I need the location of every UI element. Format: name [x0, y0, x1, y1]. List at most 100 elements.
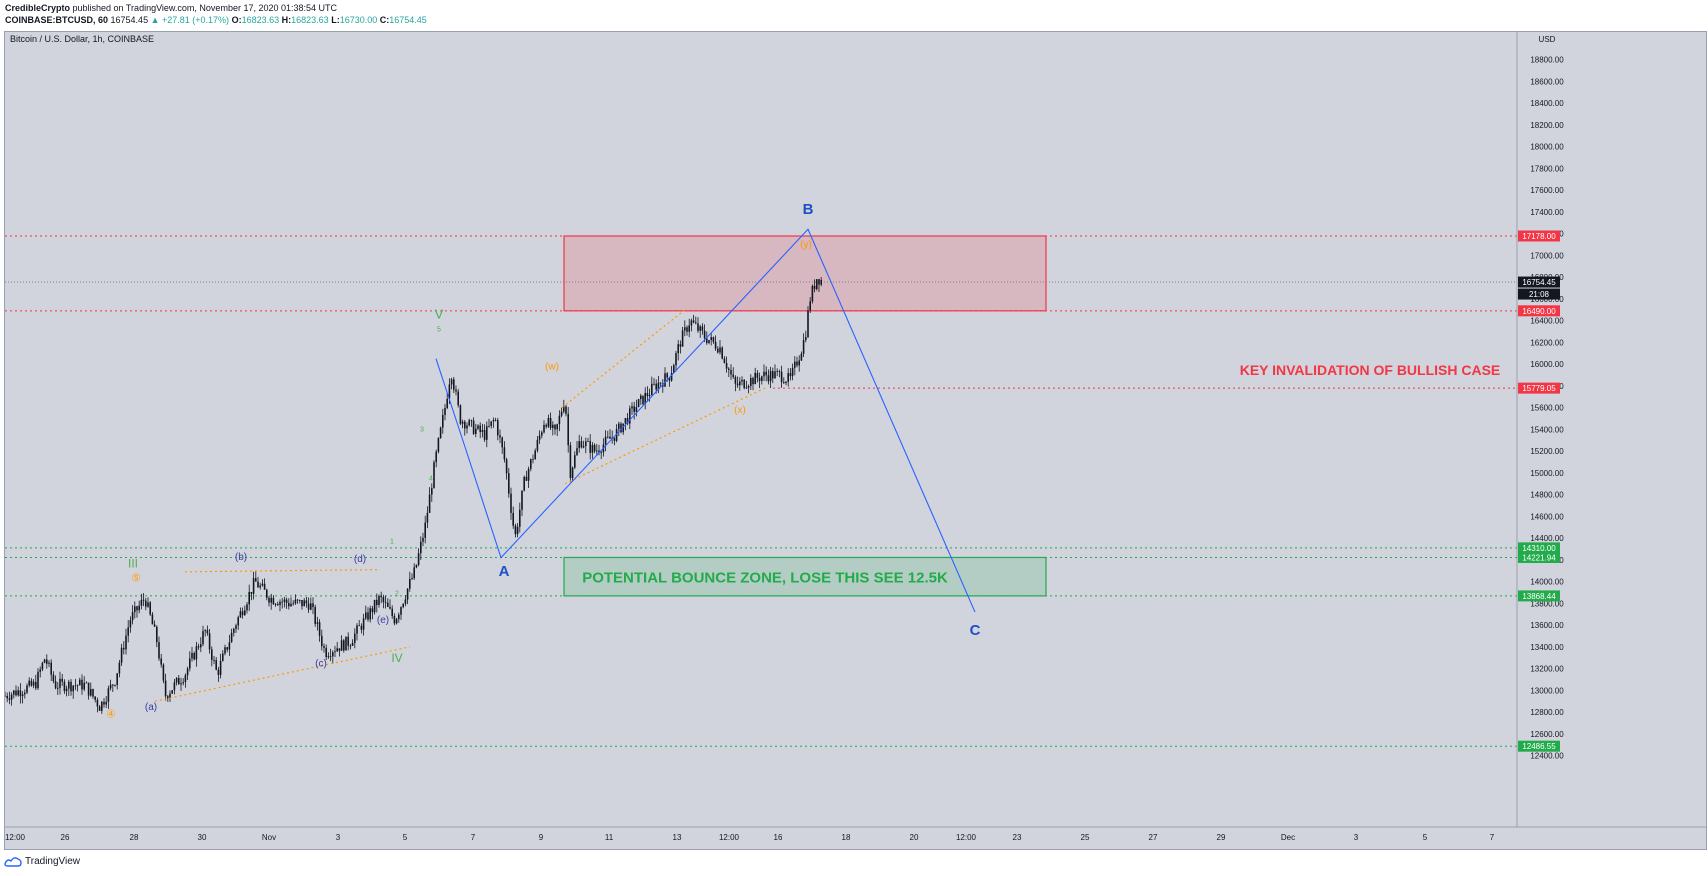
candle-body	[820, 279, 822, 285]
candle-body	[371, 608, 374, 613]
price-badge	[1518, 305, 1560, 317]
candle-body	[721, 347, 723, 359]
price-chart[interactable]: POTENTIAL BOUNCE ZONE, LOSE THIS SEE 12.…	[5, 32, 1706, 849]
price-axis-tick: 13000.00	[1530, 686, 1564, 695]
candle-body	[486, 426, 488, 440]
wave-label: V	[435, 306, 444, 321]
candle-body	[28, 680, 30, 686]
candle-body	[666, 373, 668, 378]
candle-body	[153, 624, 156, 627]
candle-body	[571, 467, 574, 478]
candle-body	[325, 647, 327, 658]
candle-body	[305, 600, 308, 604]
candle-body	[200, 644, 202, 648]
candle-body	[204, 630, 206, 632]
wave-trendline	[564, 387, 766, 485]
author-name[interactable]: CredibleCrypto	[5, 3, 71, 13]
candle-body	[164, 680, 167, 697]
candle-body	[765, 371, 767, 376]
time-axis-tick: 12:00	[956, 833, 977, 842]
candle-body	[651, 383, 653, 395]
candle-body	[653, 383, 655, 385]
candle-body	[43, 659, 46, 663]
candle-body	[90, 689, 92, 696]
close-label: C:	[379, 15, 390, 25]
candle-body	[576, 448, 578, 456]
candle-body	[116, 673, 118, 685]
candle-body	[398, 614, 400, 620]
candle-body	[61, 678, 63, 682]
candle-body	[349, 645, 352, 647]
candle-body	[527, 468, 530, 481]
candle-body	[241, 611, 244, 616]
candle-body	[193, 652, 195, 660]
wave-label: IV	[391, 651, 402, 665]
price-axis-tick: 16400.00	[1530, 317, 1564, 326]
price-badge-label: 14310.00	[1522, 544, 1556, 553]
price-badge	[1518, 542, 1560, 554]
candle-body	[745, 387, 748, 389]
candle-body	[499, 435, 501, 438]
candle-body	[626, 418, 629, 424]
time-axis-tick: 27	[1149, 833, 1158, 842]
candle-body	[345, 636, 347, 651]
candle-body	[217, 669, 220, 675]
candle-body	[679, 344, 682, 347]
candle-body	[703, 330, 706, 339]
candle-body	[92, 689, 94, 697]
candle-body	[37, 671, 39, 689]
candle-body	[604, 436, 607, 445]
price-badge	[1518, 276, 1560, 288]
candle-body	[585, 441, 587, 446]
candle-body	[552, 424, 554, 428]
tradingview-brand[interactable]: TradingView	[4, 855, 80, 867]
candle-body	[772, 371, 774, 379]
time-axis-tick: 5	[403, 833, 408, 842]
candle-body	[699, 326, 701, 331]
candle-body	[301, 599, 303, 607]
candle-body	[461, 421, 464, 424]
price-axis-tick: 14800.00	[1530, 491, 1564, 500]
wave-trendline	[184, 569, 381, 573]
publish-header: CredibleCrypto published on TradingView.…	[0, 0, 1708, 30]
candle-body	[182, 682, 184, 684]
wave-label: III	[128, 556, 138, 570]
candle-body	[732, 374, 734, 377]
candle-body	[70, 681, 72, 692]
wave-label: 3	[420, 427, 424, 434]
candle-body	[450, 379, 453, 385]
candle-body	[587, 441, 589, 442]
price-axis-tick: 13200.00	[1530, 665, 1564, 674]
wave-label: 5	[437, 326, 441, 333]
price-axis-tick: 18400.00	[1530, 99, 1564, 108]
candle-body	[607, 436, 609, 438]
publish-info: CredibleCrypto published on TradingView.…	[5, 3, 337, 13]
candle-body	[633, 406, 635, 412]
candle-body	[219, 660, 222, 675]
candle-body	[76, 685, 79, 687]
candle-body	[50, 662, 52, 675]
price-axis-tick: 16200.00	[1530, 338, 1564, 347]
price-axis-tick: 16000.00	[1530, 360, 1564, 369]
candle-body	[697, 323, 699, 331]
candle-body	[428, 494, 431, 513]
candle-body	[13, 690, 15, 695]
candle-body	[307, 603, 310, 610]
time-axis-tick: 30	[198, 833, 207, 842]
candle-body	[239, 611, 242, 618]
time-axis-tick: 28	[130, 833, 139, 842]
time-axis-tick: 12:00	[719, 833, 740, 842]
candle-body	[563, 406, 565, 412]
candle-body	[169, 693, 171, 699]
candle-body	[695, 322, 697, 324]
candle-body	[6, 695, 8, 699]
candle-body	[774, 371, 776, 379]
wave-label: B	[803, 201, 814, 218]
candle-body	[21, 694, 24, 697]
candle-body	[809, 301, 811, 311]
candle-body	[481, 429, 484, 433]
candle-body	[646, 392, 649, 397]
candle-body	[79, 679, 81, 686]
candle-body	[206, 630, 209, 634]
candle-body	[268, 597, 270, 603]
